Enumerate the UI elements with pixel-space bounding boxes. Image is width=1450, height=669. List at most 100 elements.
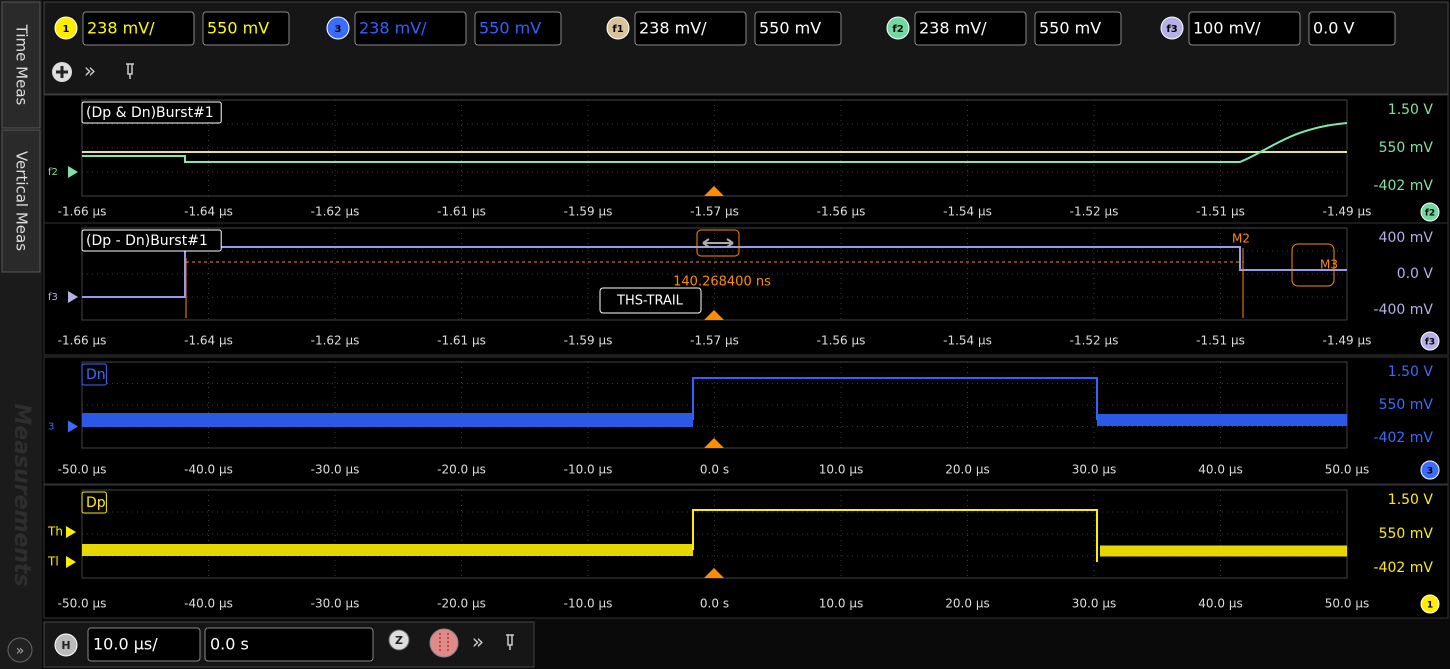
position-field[interactable]	[204, 627, 374, 662]
waveform-label: (Dp - Dn)Burst#1	[86, 233, 208, 249]
scale-field[interactable]	[87, 627, 201, 662]
x-axis-label: 0.0 s	[700, 463, 729, 477]
panel-badge[interactable]	[1420, 460, 1440, 480]
trigger-marker	[704, 186, 724, 196]
tab[interactable]	[1, 1, 41, 129]
offset-value: 550 mV	[759, 19, 821, 38]
x-axis-label: -1.56 µs	[817, 205, 866, 219]
channel-badge-label: 1	[63, 24, 70, 35]
zoom-button[interactable]	[388, 629, 410, 651]
x-axis-label: 0.0 s	[700, 597, 729, 611]
x-axis-label: -1.59 µs	[564, 205, 613, 219]
scale-field[interactable]	[914, 11, 1027, 46]
pin-icon[interactable]	[126, 63, 134, 79]
pin-icon[interactable]	[506, 634, 514, 650]
y-axis-label: 550 mV	[1379, 397, 1434, 413]
x-axis-label: -1.64 µs	[184, 205, 233, 219]
cursor-label: M2	[1232, 232, 1250, 246]
x-axis-label: -1.54 µs	[943, 334, 992, 348]
offset-field[interactable]	[1308, 11, 1396, 46]
tab[interactable]	[1, 129, 41, 273]
x-axis-label: 30.0 µs	[1072, 597, 1116, 611]
y-axis-label: 0.0 V	[1397, 266, 1434, 282]
measurement-label: THS-TRAIL	[616, 294, 684, 309]
offset-value: 550 mV	[1039, 19, 1101, 38]
cursor-label: M3	[1320, 258, 1338, 272]
channel-badge[interactable]	[606, 16, 630, 40]
more-icon: »	[84, 59, 96, 83]
channel-badge[interactable]	[54, 16, 78, 40]
x-axis-label: -1.52 µs	[1070, 334, 1119, 348]
trigger-marker	[704, 438, 724, 448]
marker-arrow	[68, 166, 78, 178]
x-axis-label: 40.0 µs	[1198, 463, 1242, 477]
x-axis-label: -1.52 µs	[1070, 205, 1119, 219]
x-axis-label: -1.61 µs	[437, 334, 486, 348]
panel-badge-label: f3	[1425, 338, 1435, 348]
zoom-label: Z	[395, 634, 403, 647]
scale-field[interactable]	[1188, 11, 1301, 46]
offset-field[interactable]	[754, 11, 842, 46]
waveform-label-box	[81, 229, 222, 252]
expand-icon: »	[16, 643, 25, 659]
x-axis-label: 30.0 µs	[1072, 463, 1116, 477]
channel-badge-label: 3	[335, 24, 342, 35]
scale-field[interactable]	[354, 11, 467, 46]
waveform-label-box	[81, 491, 107, 514]
x-axis-label: -10.0 µs	[564, 597, 613, 611]
scale-field[interactable]	[82, 11, 195, 46]
x-axis-label: 40.0 µs	[1198, 597, 1242, 611]
x-axis-label: -1.59 µs	[564, 334, 613, 348]
x-axis-label: 20.0 µs	[945, 463, 989, 477]
panel-badge-label: f2	[1425, 209, 1435, 219]
sidebar-tab-label[interactable]: Time Meas	[13, 24, 31, 106]
trigger-marker	[704, 568, 724, 578]
y-axis-label: 1.50 V	[1388, 102, 1434, 118]
offset-field[interactable]	[474, 11, 562, 46]
panel-badge-label: 3	[1427, 467, 1433, 477]
marker-arrow	[66, 556, 76, 568]
measurement-box	[599, 287, 702, 314]
marker-arrow	[66, 526, 76, 538]
waveform-label-box	[81, 363, 107, 386]
scale-value: 238 mV/	[359, 19, 427, 38]
panel-badge[interactable]	[1420, 331, 1440, 351]
channel-marker: Th	[47, 525, 63, 539]
waveform	[692, 377, 1098, 420]
x-axis-label: -1.57 µs	[690, 334, 739, 348]
panel-badge[interactable]	[1420, 202, 1440, 222]
x-axis-label: 10.0 µs	[819, 597, 863, 611]
x-axis-label: -1.62 µs	[311, 205, 360, 219]
channel-badge[interactable]	[1160, 16, 1184, 40]
scale-value: 238 mV/	[87, 19, 155, 38]
channel-badge[interactable]	[326, 16, 350, 40]
channel-marker: Tl	[47, 555, 59, 569]
horizontal-badge[interactable]	[54, 633, 78, 657]
horizontal-badge-label: H	[61, 639, 70, 652]
waveform	[82, 246, 1347, 298]
offset-field[interactable]	[202, 11, 290, 46]
gating-button[interactable]	[429, 628, 459, 658]
cursor-handle[interactable]	[1291, 243, 1335, 287]
sidebar-tab-label[interactable]: Vertical Meas	[13, 151, 31, 251]
panel-badge[interactable]	[1420, 594, 1440, 614]
x-axis-label: -1.64 µs	[184, 334, 233, 348]
offset-value: 550 mV	[207, 19, 269, 38]
offset-field[interactable]	[1034, 11, 1122, 46]
channel-badge[interactable]	[886, 16, 910, 40]
x-axis-label: -20.0 µs	[437, 597, 486, 611]
expand-button[interactable]	[7, 637, 33, 663]
more-icon: »	[472, 630, 484, 654]
gating-icon	[439, 633, 449, 653]
y-axis-label: 1.50 V	[1388, 492, 1434, 508]
cursor-handle[interactable]	[696, 229, 740, 257]
marker-arrow	[68, 291, 78, 303]
x-axis-label: -1.49 µs	[1323, 205, 1372, 219]
offset-value: 550 mV	[479, 19, 541, 38]
channel-marker: f3	[48, 292, 58, 303]
waveform-label-box	[81, 101, 222, 124]
x-axis-label: -1.57 µs	[690, 205, 739, 219]
x-axis-label: -40.0 µs	[184, 597, 233, 611]
channel-marker: f2	[48, 167, 58, 178]
scale-field[interactable]	[634, 11, 747, 46]
